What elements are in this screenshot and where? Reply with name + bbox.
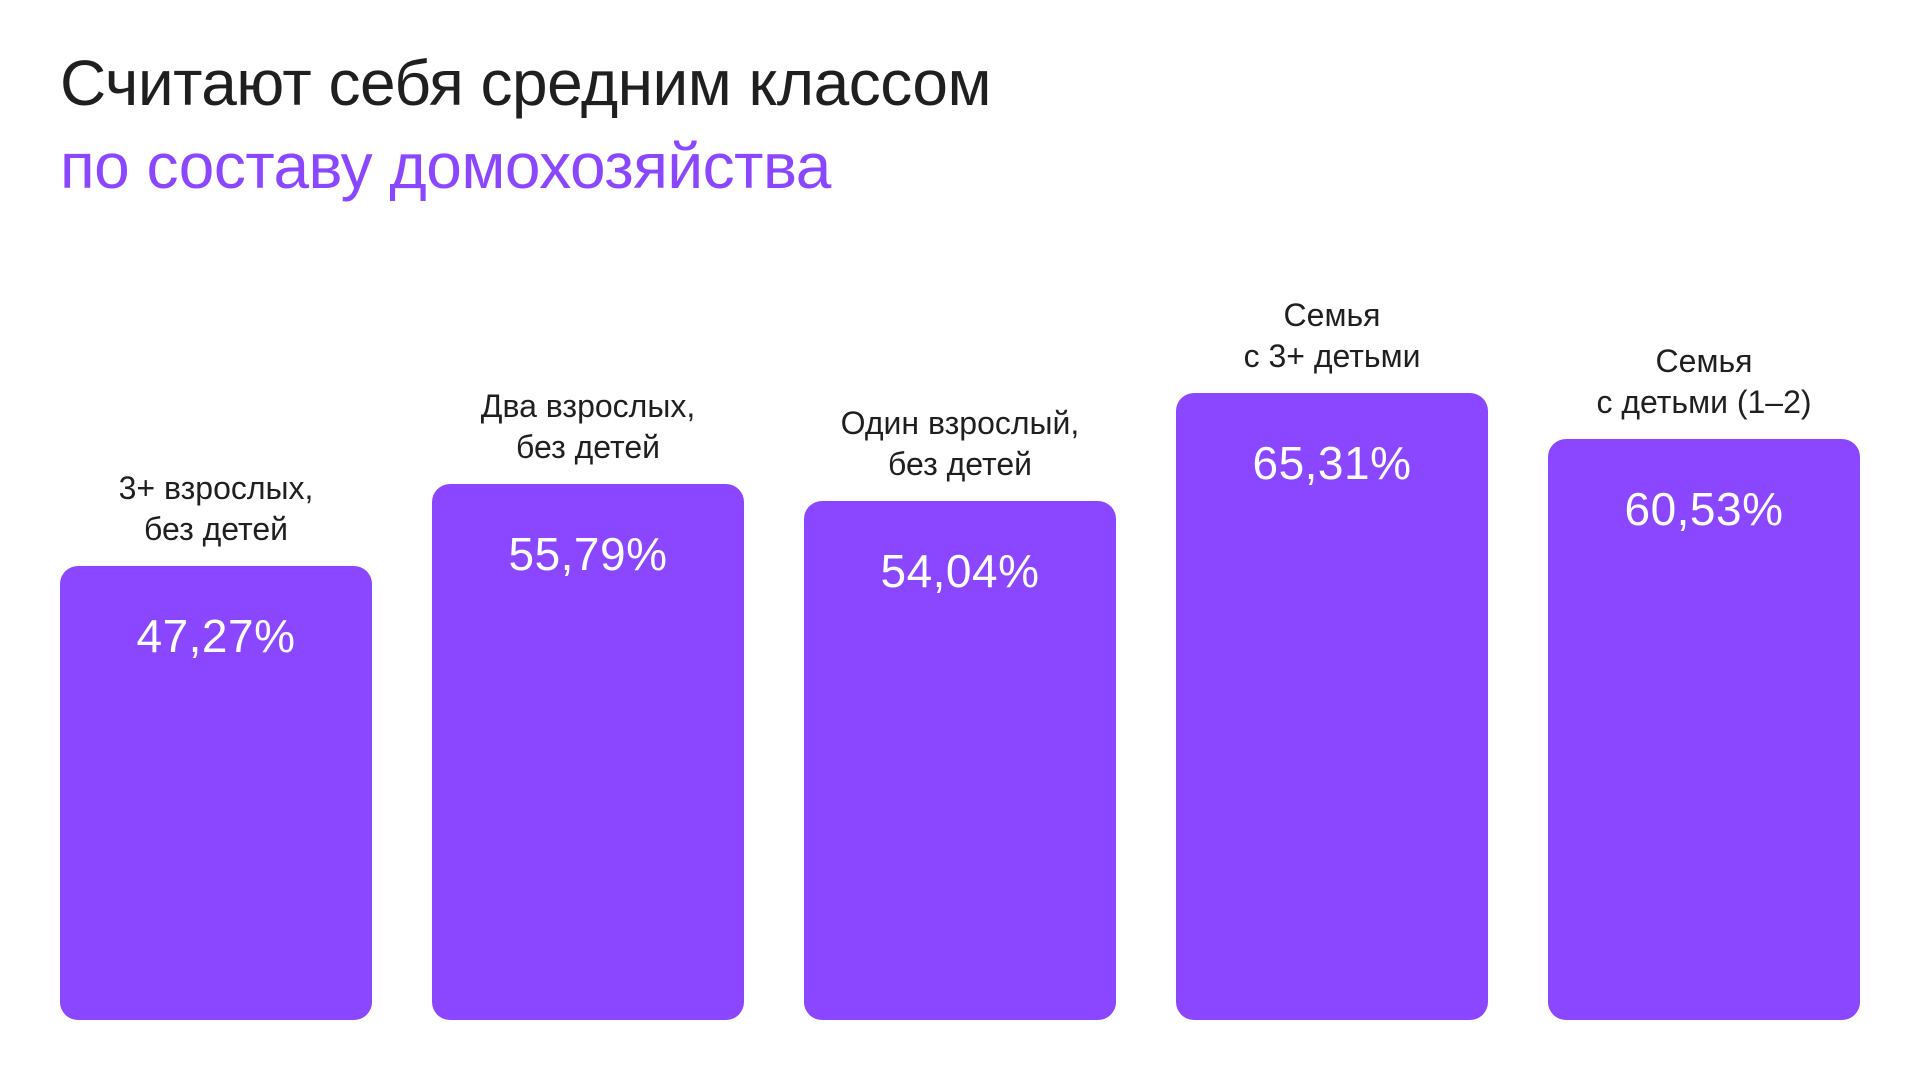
- bar-group: Два взрослых, без детей 55,79%: [432, 388, 744, 1020]
- bar-category-label: Семья с 3+ детьми: [1146, 295, 1518, 377]
- label-line-1: Семья: [1655, 343, 1753, 379]
- bar-category-label: Семья с детьми (1–2): [1518, 341, 1890, 423]
- label-line-2: без детей: [516, 429, 660, 465]
- label-line-1: Семья: [1283, 297, 1381, 333]
- bar-value-label: 65,31%: [1252, 437, 1412, 489]
- label-line-2: с 3+ детьми: [1243, 338, 1421, 374]
- bar-value-label: 54,04%: [880, 545, 1040, 597]
- label-line-2: без детей: [144, 511, 288, 547]
- bar-value-label: 47,27%: [136, 610, 296, 662]
- bar-value-label: 60,53%: [1624, 483, 1784, 535]
- bar-group: Один взрослый, без детей 54,04%: [804, 405, 1116, 1020]
- label-line-1: 3+ взрослых,: [118, 470, 314, 506]
- chart-title: Считают себя средним классом: [60, 47, 992, 119]
- chart-subtitle: по составу домохозяйства: [60, 130, 831, 202]
- bar: 65,31%: [1176, 393, 1488, 1020]
- bar-value-label: 55,79%: [508, 528, 668, 580]
- bar-group: Семья с 3+ детьми 65,31%: [1176, 297, 1488, 1020]
- bar: 55,79%: [432, 484, 744, 1020]
- bar: 54,04%: [804, 501, 1116, 1020]
- bar-group: 3+ взрослых, без детей 47,27%: [60, 470, 372, 1020]
- label-line-1: Один взрослый,: [840, 405, 1080, 441]
- label-line-2: с детьми (1–2): [1596, 384, 1812, 420]
- bar: 60,53%: [1548, 439, 1860, 1020]
- bar: 47,27%: [60, 566, 372, 1020]
- label-line-1: Два взрослых,: [480, 388, 696, 424]
- bar-category-label: Два взрослых, без детей: [402, 386, 774, 468]
- bar-group: Семья с детьми (1–2) 60,53%: [1548, 343, 1860, 1020]
- bar-category-label: Один взрослый, без детей: [774, 403, 1146, 485]
- label-line-2: без детей: [888, 446, 1032, 482]
- bar-category-label: 3+ взрослых, без детей: [30, 468, 402, 550]
